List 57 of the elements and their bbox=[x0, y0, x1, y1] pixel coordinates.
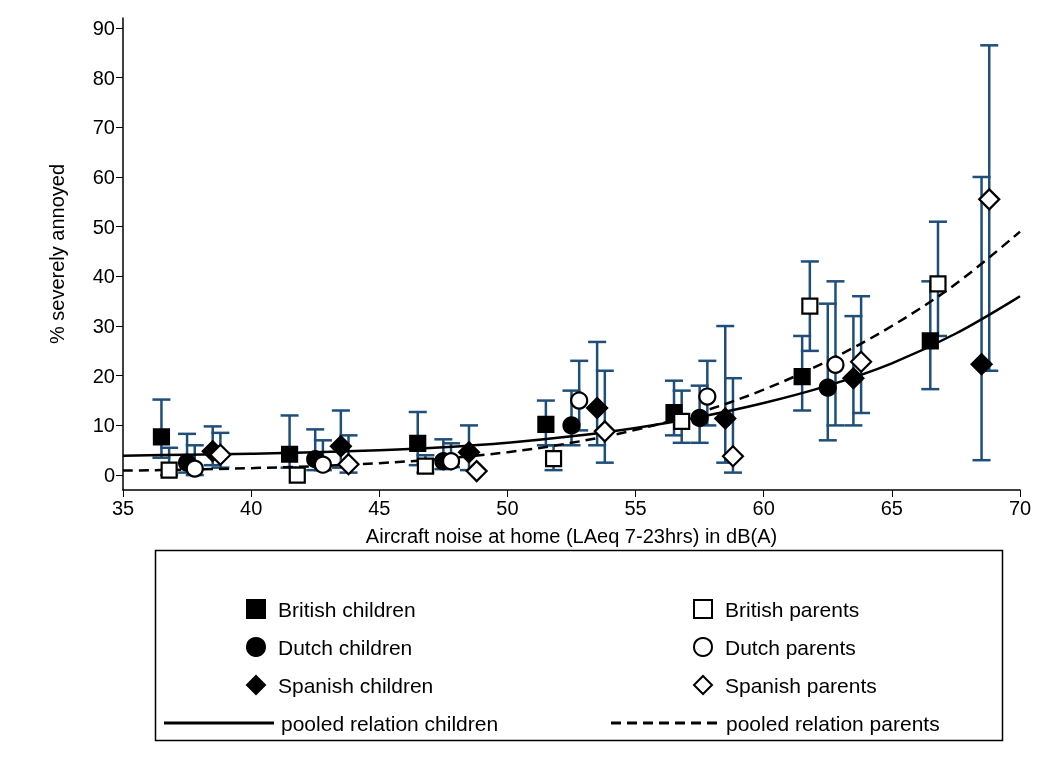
y-tick-label: 10 bbox=[92, 414, 115, 437]
point bbox=[544, 450, 563, 468]
point bbox=[409, 434, 427, 452]
point bbox=[337, 453, 360, 476]
point bbox=[721, 445, 745, 468]
x-tick-label: 45 bbox=[368, 497, 391, 519]
point bbox=[280, 445, 299, 463]
point bbox=[978, 188, 1001, 211]
x-tick-label: 70 bbox=[1008, 497, 1032, 519]
point bbox=[586, 396, 609, 420]
y-tick-label: 40 bbox=[92, 265, 115, 288]
y-tick-label: 30 bbox=[92, 315, 115, 338]
legend-label: Spanish children bbox=[278, 673, 434, 697]
point bbox=[593, 420, 616, 443]
point bbox=[152, 428, 171, 446]
point bbox=[842, 367, 865, 390]
point bbox=[329, 435, 352, 458]
y-tick-label: 70 bbox=[92, 116, 115, 139]
x-tick-label: 65 bbox=[880, 497, 903, 519]
point bbox=[288, 466, 306, 484]
point bbox=[457, 441, 481, 464]
y-tick-label: 0 bbox=[103, 464, 115, 487]
point bbox=[801, 297, 819, 315]
y-tick-label: 50 bbox=[92, 215, 115, 238]
point bbox=[850, 350, 873, 373]
x-tick-label: 50 bbox=[496, 497, 519, 519]
point bbox=[714, 407, 737, 430]
y-axis-title: % severely annoyed bbox=[46, 163, 68, 345]
y-tick-label: 20 bbox=[92, 364, 115, 387]
point bbox=[793, 368, 811, 386]
point bbox=[465, 460, 488, 483]
legend-label: pooled relation children bbox=[281, 711, 499, 735]
point bbox=[826, 355, 845, 374]
legend-label: Dutch children bbox=[278, 635, 413, 659]
point bbox=[929, 275, 947, 293]
legend-label: Dutch parents bbox=[725, 635, 856, 659]
x-tick-label: 55 bbox=[624, 497, 647, 519]
x-tick-label: 35 bbox=[111, 497, 135, 519]
y-tick-label: 60 bbox=[92, 165, 115, 188]
point bbox=[537, 415, 555, 434]
point bbox=[921, 332, 939, 350]
point bbox=[562, 416, 581, 435]
point bbox=[698, 387, 717, 406]
x-tick-label: 40 bbox=[240, 497, 263, 519]
legend-label: pooled relation parents bbox=[726, 711, 940, 735]
legend-label: British children bbox=[278, 597, 416, 621]
point bbox=[818, 378, 837, 397]
y-tick-label: 80 bbox=[92, 66, 115, 89]
point bbox=[570, 391, 589, 410]
legend-label: Spanish parents bbox=[725, 673, 877, 697]
y-tick-label: 90 bbox=[92, 16, 115, 39]
x-tick-label: 60 bbox=[752, 497, 775, 519]
point bbox=[673, 412, 691, 431]
x-axis-title: Aircraft noise at home (LAeq 7-23hrs) in dB(A) bbox=[365, 525, 778, 547]
point bbox=[690, 408, 709, 428]
legend-label: British parents bbox=[725, 597, 860, 621]
point bbox=[970, 353, 993, 376]
